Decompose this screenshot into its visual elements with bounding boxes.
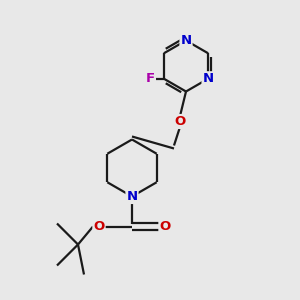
Text: O: O [159,220,171,233]
Text: N: N [126,190,138,203]
Text: F: F [146,72,155,85]
Text: O: O [93,220,105,233]
Text: N: N [202,72,214,85]
Text: N: N [180,34,192,47]
Text: O: O [174,115,186,128]
